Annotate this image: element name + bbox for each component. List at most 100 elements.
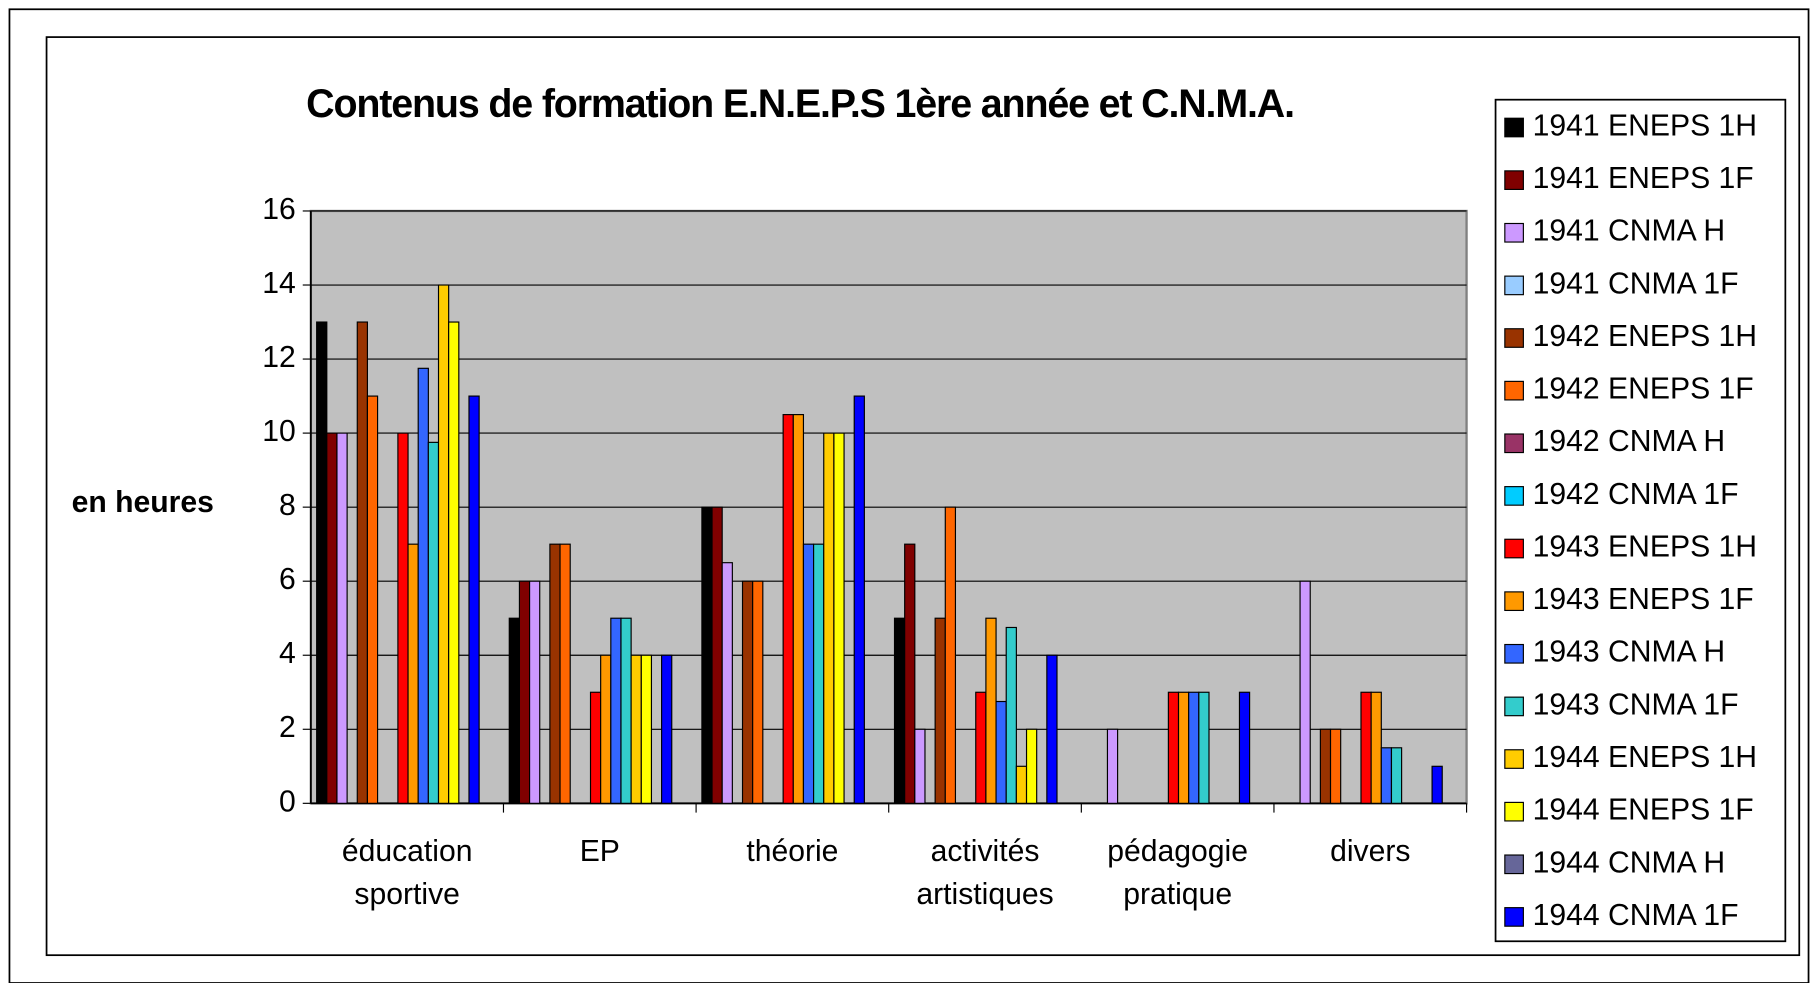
y-tick-label: 2	[279, 711, 296, 744]
bar	[417, 367, 429, 804]
x-tick-label: EP	[580, 835, 620, 868]
legend-swatch	[1504, 328, 1524, 348]
legend-swatch	[1504, 222, 1524, 243]
legend-label: 1942 CNMA 1F	[1533, 478, 1739, 511]
legend	[1494, 98, 1787, 943]
x-tick-label-line: pédagogie	[1107, 835, 1248, 868]
bar	[914, 728, 926, 804]
y-axis-label: en heures	[72, 486, 214, 519]
bar	[1380, 747, 1393, 804]
legend-label: 1942 ENEPS 1F	[1533, 373, 1754, 406]
bar	[336, 432, 348, 804]
bar	[741, 580, 754, 804]
bar	[316, 321, 328, 804]
bar	[1188, 691, 1200, 804]
bar	[904, 543, 916, 804]
legend-swatch	[1504, 538, 1524, 559]
bar	[549, 543, 561, 804]
bar	[620, 617, 632, 804]
bar	[944, 506, 957, 804]
legend-swatch	[1504, 696, 1524, 717]
bar	[427, 441, 440, 804]
legend-label: 1943 ENEPS 1H	[1533, 530, 1757, 563]
legend-label: 1944 CNMA 1F	[1533, 899, 1739, 932]
legend-label: 1941 ENEPS 1H	[1533, 109, 1757, 142]
bar	[1005, 626, 1017, 804]
x-tick-label-line: sportive	[354, 878, 459, 911]
legend-label: 1944 ENEPS 1F	[1533, 794, 1754, 827]
legend-swatch	[1504, 433, 1524, 454]
bar	[1390, 747, 1403, 804]
legend-swatch	[1504, 486, 1524, 506]
bar	[823, 432, 835, 804]
bar	[934, 617, 946, 804]
bar	[792, 414, 805, 804]
bar	[1198, 691, 1210, 804]
legend-swatch	[1504, 117, 1524, 138]
legend-label: 1943 CNMA 1F	[1533, 688, 1739, 721]
x-tick-label-line: EP	[580, 835, 620, 868]
bar	[356, 321, 369, 804]
bar	[448, 321, 460, 804]
legend-swatch	[1504, 801, 1524, 822]
legend-label: 1944 CNMA H	[1533, 846, 1726, 879]
y-tick-label: 0	[279, 785, 296, 818]
bar	[853, 395, 865, 804]
y-tick-label: 16	[262, 193, 296, 226]
y-tick-label: 10	[262, 415, 296, 448]
bar	[1177, 691, 1190, 804]
y-tick-label: 6	[279, 563, 296, 596]
bar	[833, 432, 845, 804]
bar	[893, 617, 906, 804]
bar	[813, 543, 825, 804]
legend-swatch	[1504, 380, 1524, 401]
bar	[366, 395, 379, 804]
bar	[1238, 691, 1251, 804]
x-tick-label: théorie	[746, 835, 838, 868]
bar	[508, 617, 521, 804]
bar	[985, 617, 997, 804]
bar	[600, 654, 612, 804]
bar	[701, 506, 713, 804]
bar	[1370, 691, 1382, 804]
bar	[559, 543, 571, 804]
legend-swatch	[1504, 591, 1524, 612]
bar	[1319, 728, 1332, 804]
bar	[1025, 728, 1038, 804]
bar	[975, 691, 987, 804]
legend-label: 1941 CNMA H	[1533, 215, 1726, 248]
x-tick-label: divers	[1330, 835, 1410, 868]
x-tick-label-line: divers	[1330, 835, 1410, 868]
bar	[721, 562, 733, 804]
y-tick-label: 14	[262, 267, 296, 300]
bar	[1299, 580, 1311, 804]
x-tick-label-line: pratique	[1123, 878, 1232, 911]
legend-swatch	[1504, 907, 1524, 927]
bar	[752, 580, 764, 804]
bar	[1360, 691, 1372, 804]
x-tick-label: pédagogie pratique	[1107, 835, 1248, 911]
bar	[397, 432, 409, 804]
legend-swatch	[1504, 170, 1524, 190]
bar	[640, 654, 653, 804]
bar	[782, 414, 794, 804]
x-tick-label: éducation sportive	[342, 835, 473, 911]
bar	[802, 543, 815, 804]
legend-label: 1941 CNMA 1F	[1533, 267, 1739, 300]
bar	[589, 691, 602, 804]
bar	[1046, 654, 1058, 804]
bar	[1015, 765, 1028, 804]
x-tick-label-line: artistiques	[916, 878, 1053, 911]
bar	[661, 654, 673, 804]
legend-label: 1942 ENEPS 1H	[1533, 320, 1757, 353]
legend-label: 1943 ENEPS 1F	[1533, 583, 1754, 616]
bar	[1329, 728, 1342, 804]
legend-swatch	[1504, 275, 1524, 296]
chart-title: Contenus de formation E.N.E.P.S 1ère ann…	[306, 82, 1294, 126]
bar	[326, 432, 338, 804]
legend-label: 1942 CNMA H	[1533, 425, 1726, 458]
bar	[711, 506, 723, 804]
x-tick-label-line: théorie	[746, 835, 838, 868]
